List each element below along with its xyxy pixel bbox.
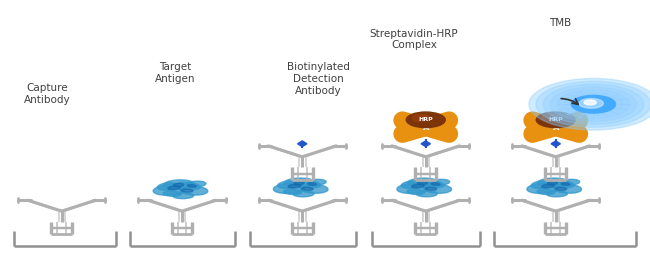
Ellipse shape [421,180,444,188]
Circle shape [406,112,445,128]
Ellipse shape [163,191,181,196]
Ellipse shape [187,181,206,187]
Ellipse shape [555,187,567,190]
Ellipse shape [288,184,301,188]
Ellipse shape [425,187,437,190]
Ellipse shape [187,185,196,187]
Ellipse shape [401,181,422,188]
Ellipse shape [278,181,298,188]
Circle shape [536,81,650,127]
Ellipse shape [408,178,437,186]
Ellipse shape [177,182,200,190]
Ellipse shape [411,184,424,188]
Ellipse shape [547,191,567,197]
Ellipse shape [531,181,552,188]
Ellipse shape [547,181,558,185]
Ellipse shape [302,187,313,190]
Ellipse shape [551,180,574,188]
Ellipse shape [417,181,428,185]
Text: A: A [552,123,559,132]
Text: Biotinylated
Detection
Antibody: Biotinylated Detection Antibody [287,62,350,96]
Circle shape [550,87,637,122]
Ellipse shape [407,189,425,194]
Ellipse shape [553,184,582,193]
Text: A: A [422,123,429,132]
Ellipse shape [307,179,326,185]
Ellipse shape [173,193,194,199]
Ellipse shape [431,183,440,185]
Text: HRP: HRP [419,117,433,122]
Ellipse shape [174,183,184,186]
Circle shape [564,93,623,116]
Text: Streptavidin-HRP
Complex: Streptavidin-HRP Complex [370,29,458,50]
Ellipse shape [297,180,320,188]
Ellipse shape [181,189,193,192]
Ellipse shape [157,183,178,190]
Circle shape [543,84,644,124]
Ellipse shape [283,189,302,194]
Polygon shape [298,141,307,147]
Ellipse shape [397,183,428,193]
Polygon shape [421,141,430,147]
Ellipse shape [153,185,185,195]
Ellipse shape [293,191,314,197]
Text: TMB: TMB [549,18,571,28]
Ellipse shape [417,191,437,197]
Text: HRP: HRP [549,117,563,122]
Circle shape [584,100,596,105]
Polygon shape [551,141,560,147]
Ellipse shape [423,184,452,193]
Ellipse shape [164,180,194,188]
Ellipse shape [274,183,305,193]
Ellipse shape [561,183,570,185]
Circle shape [542,114,560,121]
Ellipse shape [307,183,317,185]
Circle shape [536,112,575,128]
Ellipse shape [560,179,580,185]
Circle shape [571,95,616,113]
Text: Target
Antigen: Target Antigen [155,62,196,84]
Ellipse shape [300,184,328,193]
Ellipse shape [527,183,558,193]
Circle shape [579,99,603,108]
Ellipse shape [538,178,567,186]
Circle shape [412,114,430,121]
Ellipse shape [168,186,181,190]
Ellipse shape [284,178,314,186]
Circle shape [557,90,630,119]
Ellipse shape [179,186,208,195]
Ellipse shape [537,189,555,194]
Circle shape [529,79,650,130]
Ellipse shape [430,179,450,185]
Ellipse shape [541,184,554,188]
Ellipse shape [294,181,304,185]
Text: Capture
Antibody: Capture Antibody [24,83,71,105]
